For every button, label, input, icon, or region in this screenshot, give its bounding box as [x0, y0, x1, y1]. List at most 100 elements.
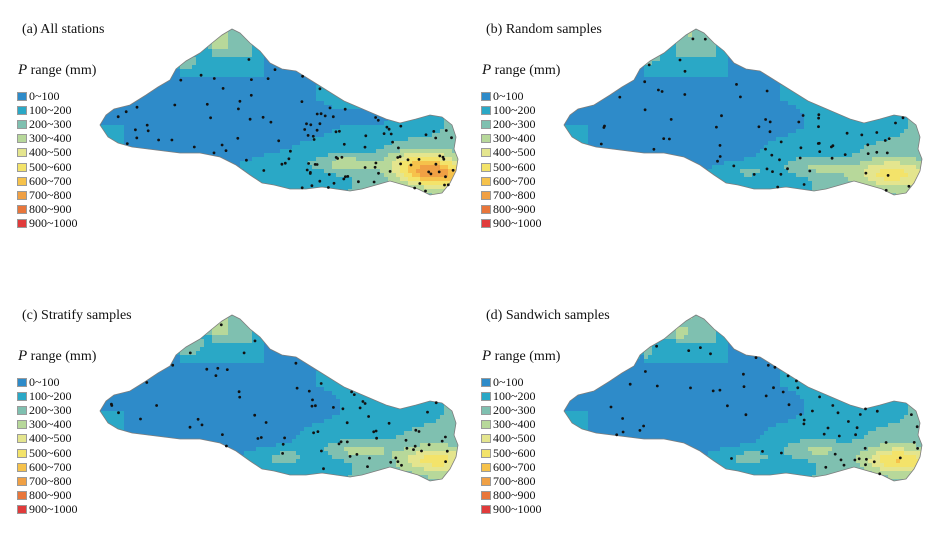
station-point: [739, 96, 742, 99]
legend-swatch: [17, 491, 27, 500]
station-point: [847, 420, 850, 423]
legend-item: 800~900: [481, 203, 542, 217]
station-point: [817, 113, 820, 116]
station-point: [359, 407, 362, 410]
station-point: [615, 433, 618, 436]
station-point: [811, 410, 814, 413]
station-point: [110, 403, 113, 406]
station-point: [758, 125, 761, 128]
legend-item: 500~600: [481, 160, 542, 174]
legend-label: 600~700: [29, 460, 72, 475]
legend-label: 400~500: [493, 145, 536, 160]
station-point: [434, 137, 437, 140]
station-point: [885, 189, 888, 192]
station-point: [858, 457, 861, 460]
legend-item: 200~300: [17, 403, 78, 417]
station-point: [867, 152, 870, 155]
legend-item: 200~300: [481, 117, 542, 131]
station-point: [305, 122, 308, 125]
station-point: [689, 387, 692, 390]
station-point: [364, 166, 367, 169]
station-point: [668, 138, 671, 141]
station-point: [683, 93, 686, 96]
station-point: [629, 383, 632, 386]
legend-label: 100~200: [493, 103, 536, 118]
station-point: [179, 79, 182, 82]
station-point: [846, 132, 849, 135]
legend-variable: P: [18, 62, 27, 78]
station-point: [221, 144, 224, 147]
station-point: [205, 368, 208, 371]
legend-swatch: [481, 477, 491, 486]
station-point: [216, 367, 219, 370]
station-point: [373, 181, 376, 184]
legend-label: 200~300: [493, 117, 536, 132]
station-point: [171, 139, 174, 142]
station-point: [390, 133, 393, 136]
station-point: [787, 375, 790, 378]
station-point: [262, 169, 265, 172]
station-point: [803, 423, 806, 426]
station-point: [430, 173, 433, 176]
station-point: [888, 137, 891, 140]
legend-item: 900~1000: [481, 503, 542, 517]
station-point: [441, 440, 444, 443]
station-point: [908, 185, 911, 188]
station-point: [342, 407, 345, 410]
legend-label: 600~700: [493, 174, 536, 189]
station-point: [243, 352, 246, 355]
legend-swatch: [481, 434, 491, 443]
station-point: [319, 87, 322, 90]
legend-item: 400~500: [481, 146, 542, 160]
legend-swatch: [17, 148, 27, 157]
station-point: [353, 393, 356, 396]
station-point: [311, 184, 314, 187]
station-point: [296, 387, 299, 390]
legend-title-text: range (mm): [27, 63, 96, 78]
station-point: [730, 457, 733, 460]
station-point: [699, 346, 702, 349]
station-point: [818, 142, 821, 145]
station-point: [799, 413, 802, 416]
station-point: [692, 38, 695, 41]
legend-swatch: [481, 120, 491, 129]
legend-label: 0~100: [29, 375, 60, 390]
station-point: [753, 173, 756, 176]
station-point: [865, 172, 868, 175]
station-point: [274, 68, 277, 71]
station-point: [215, 374, 218, 377]
station-point: [320, 450, 323, 453]
legend-item: 900~1000: [481, 217, 542, 231]
station-point: [865, 458, 868, 461]
station-point: [313, 138, 316, 141]
legend-title: P range (mm): [18, 348, 96, 365]
station-point: [764, 148, 767, 151]
station-point: [864, 447, 867, 450]
station-point: [808, 170, 811, 173]
legend-item: 700~800: [17, 188, 78, 202]
station-point: [418, 158, 421, 161]
legend-item: 300~400: [481, 418, 542, 432]
station-point: [281, 452, 284, 455]
station-point: [399, 125, 402, 128]
station-point: [687, 349, 690, 352]
station-point: [189, 352, 192, 355]
station-point: [400, 464, 403, 467]
station-point: [803, 419, 806, 422]
legend-swatch: [481, 148, 491, 157]
station-point: [795, 380, 798, 383]
station-point: [910, 413, 913, 416]
station-point: [125, 110, 128, 113]
station-point: [884, 139, 887, 142]
station-point: [249, 118, 252, 121]
station-point: [767, 364, 770, 367]
station-point: [399, 155, 402, 158]
station-point: [288, 157, 291, 160]
station-point: [239, 100, 242, 103]
legend-swatch: [481, 219, 491, 228]
station-point: [797, 121, 800, 124]
legend-label: 400~500: [29, 145, 72, 160]
station-point: [397, 460, 400, 463]
legend-label: 800~900: [29, 488, 72, 503]
